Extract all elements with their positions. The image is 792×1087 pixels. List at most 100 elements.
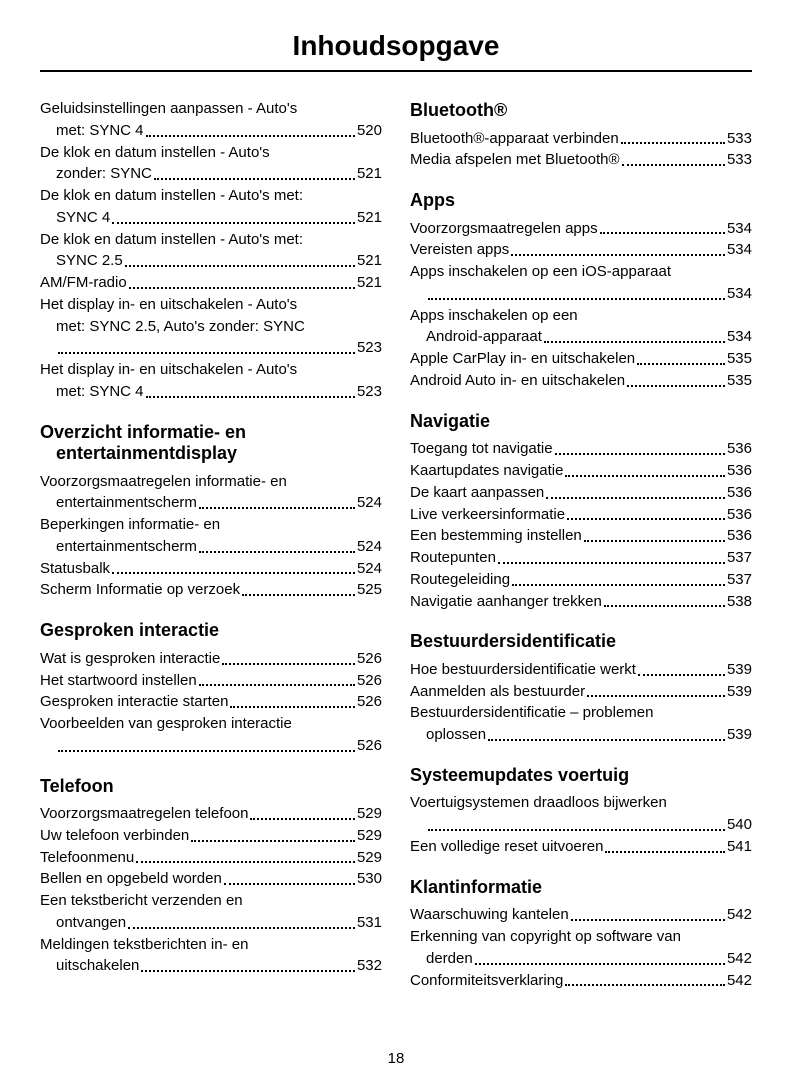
- toc-label: Routegeleiding: [410, 571, 510, 590]
- toc-entry: Geluidsinstellingen aanpassen - Auto's: [40, 100, 382, 119]
- toc-label: Het startwoord instellen: [40, 672, 197, 691]
- toc-entry: AM/FM-radio521: [40, 274, 382, 293]
- section-heading: Bluetooth®: [410, 100, 752, 122]
- toc-entry: De kaart aanpassen536: [410, 484, 752, 503]
- leader-dots: [637, 363, 725, 365]
- leader-dots: [199, 551, 355, 553]
- leader-dots: [622, 164, 725, 166]
- toc-entry: Routegeleiding537: [410, 571, 752, 590]
- toc-page: 529: [357, 805, 382, 824]
- leader-dots: [498, 562, 725, 564]
- leader-dots: [546, 497, 725, 499]
- toc-page: 539: [727, 683, 752, 702]
- toc-entry-cont: SYNC 2.5521: [40, 252, 382, 271]
- toc-entry-cont: met: SYNC 4520: [40, 122, 382, 141]
- toc-label: De klok en datum instellen - Auto's: [40, 144, 270, 163]
- toc-entry: De klok en datum instellen - Auto's met:: [40, 187, 382, 206]
- toc-page: 526: [357, 737, 382, 756]
- toc-label: Statusbalk: [40, 560, 110, 579]
- toc-entry-cont: SYNC 4521: [40, 209, 382, 228]
- toc-page: 534: [727, 285, 752, 304]
- toc-entry: Een tekstbericht verzenden en: [40, 892, 382, 911]
- toc-page: 526: [357, 650, 382, 669]
- toc-entry: De klok en datum instellen - Auto's: [40, 144, 382, 163]
- leader-dots: [565, 475, 725, 477]
- leader-dots: [136, 861, 355, 863]
- toc-label: Telefoonmenu: [40, 849, 134, 868]
- toc-page: 536: [727, 484, 752, 503]
- toc-label-cont: SYNC 4: [40, 209, 110, 228]
- leader-dots: [58, 352, 355, 354]
- toc-entry: Android Auto in- en uitschakelen535: [410, 372, 752, 391]
- toc-entry: Uw telefoon verbinden529: [40, 827, 382, 846]
- toc-page: 534: [727, 328, 752, 347]
- leader-dots: [199, 684, 355, 686]
- leader-dots: [125, 265, 355, 267]
- toc-entry: Het startwoord instellen526: [40, 672, 382, 691]
- toc-page: 537: [727, 549, 752, 568]
- toc-entry-cont: 523: [40, 339, 382, 358]
- toc-label: Navigatie aanhanger trekken: [410, 593, 602, 612]
- page-number: 18: [0, 1050, 792, 1067]
- toc-label-cont: met: SYNC 4: [40, 383, 144, 402]
- toc-label-cont: entertainmentscherm: [40, 494, 197, 513]
- toc-page: 521: [357, 252, 382, 271]
- toc-entry-cont: Android-apparaat534: [410, 328, 752, 347]
- toc-page: 529: [357, 849, 382, 868]
- toc-label-cont: ontvangen: [40, 914, 126, 933]
- toc-entry-cont: 534: [410, 285, 752, 304]
- toc-label: Voorzorgsmaatregelen apps: [410, 220, 598, 239]
- toc-label: Voorbeelden van gesproken interactie: [40, 715, 292, 734]
- toc-page: 542: [727, 972, 752, 991]
- toc-entry-cont: met: SYNC 4523: [40, 383, 382, 402]
- leader-dots: [587, 695, 725, 697]
- toc-entry-cont: derden 542: [410, 950, 752, 969]
- toc-page: 524: [357, 538, 382, 557]
- toc-label: Het display in- en uitschakelen - Auto's: [40, 296, 297, 315]
- section-heading: Klantinformatie: [410, 877, 752, 899]
- leader-dots: [627, 385, 725, 387]
- toc-label: Vereisten apps: [410, 241, 509, 260]
- toc-page: 532: [357, 957, 382, 976]
- toc-entry: Voertuigsystemen draadloos bijwerken: [410, 794, 752, 813]
- leader-dots: [250, 818, 354, 820]
- toc-entry: Gesproken interactie starten526: [40, 693, 382, 712]
- toc-label: Een volledige reset uitvoeren: [410, 838, 603, 857]
- toc-label: Geluidsinstellingen aanpassen - Auto's: [40, 100, 297, 119]
- toc-label: Een tekstbericht verzenden en: [40, 892, 243, 911]
- section-heading: Telefoon: [40, 776, 382, 798]
- toc-label: Bestuurdersidentificatie – problemen: [410, 704, 653, 723]
- toc-label: Hoe bestuurdersidentificatie werkt: [410, 661, 636, 680]
- leader-dots: [224, 883, 355, 885]
- toc-page: 524: [357, 560, 382, 579]
- toc-entry: Toegang tot navigatie536: [410, 440, 752, 459]
- leader-dots: [146, 396, 355, 398]
- leader-dots: [621, 142, 725, 144]
- toc-label: Apple CarPlay in- en uitschakelen: [410, 350, 635, 369]
- toc-page: 536: [727, 440, 752, 459]
- toc-entry: Hoe bestuurdersidentificatie werkt539: [410, 661, 752, 680]
- toc-entry: Het display in- en uitschakelen - Auto's: [40, 296, 382, 315]
- toc-page: 520: [357, 122, 382, 141]
- toc-page: 536: [727, 506, 752, 525]
- toc-entry: Voorzorgsmaatregelen apps534: [410, 220, 752, 239]
- leader-dots: [128, 927, 355, 929]
- toc-label: Uw telefoon verbinden: [40, 827, 189, 846]
- leader-dots: [567, 518, 725, 520]
- toc-page: 525: [357, 581, 382, 600]
- leader-dots: [511, 254, 725, 256]
- toc-label-cont: met: SYNC 2.5, Auto's zonder: SYNC: [40, 318, 305, 337]
- leader-dots: [604, 605, 725, 607]
- leader-dots: [571, 919, 725, 921]
- toc-page: 542: [727, 950, 752, 969]
- toc-page: 542: [727, 906, 752, 925]
- section-heading: Gesproken interactie: [40, 620, 382, 642]
- section-heading: Overzicht informatie- enentertainmentdis…: [40, 422, 382, 465]
- leader-dots: [428, 829, 725, 831]
- leader-dots: [475, 963, 725, 965]
- toc-label: Bluetooth®-apparaat verbinden: [410, 130, 619, 149]
- toc-label-cont: derden: [410, 950, 473, 969]
- toc-entry: Vereisten apps534: [410, 241, 752, 260]
- toc-label: De klok en datum instellen - Auto's met:: [40, 187, 303, 206]
- toc-entry-cont: uitschakelen532: [40, 957, 382, 976]
